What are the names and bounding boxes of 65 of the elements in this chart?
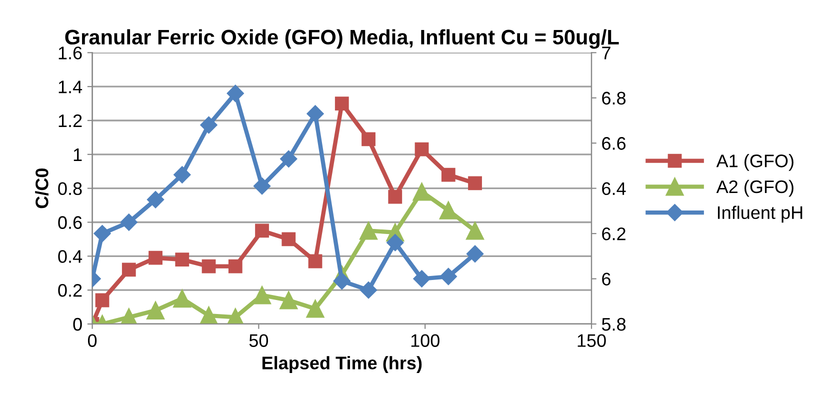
point [466,245,484,262]
y-tick-label: 1.4 [58,80,82,94]
y-axis-title: C/C0 [35,168,49,208]
point [468,176,482,190]
point [440,268,457,286]
point [306,300,324,318]
point [122,262,136,277]
point [146,301,165,320]
point [308,254,322,268]
point [202,259,216,274]
point [228,259,242,274]
point [253,178,271,195]
point [280,150,298,168]
point [280,291,298,310]
y-tick-label: 1 [74,148,82,161]
point [306,105,324,122]
point [200,116,218,134]
y2-tick-label: 6 [602,272,610,286]
legend-label: Influent pH [718,206,802,223]
point [173,290,192,308]
point [334,96,349,110]
point [226,84,244,102]
point [148,250,162,265]
y2-tick-label: 6.8 [602,92,626,105]
y-tick-label: 0.8 [58,182,82,196]
point [282,232,296,246]
point [200,306,218,324]
point [362,132,376,146]
point [466,222,484,240]
y-tick-label: 0.2 [58,284,82,297]
y-tick-label: 0.6 [58,216,82,229]
y2-tick-label: 6.2 [602,227,626,240]
point [252,286,272,304]
point [120,214,138,231]
point [94,225,111,242]
x-tick-label: 50 [249,334,268,347]
legend-label: A1 (GFO) [716,154,794,171]
legend-label: A2 (GFO) [716,180,794,197]
y2-tick-label: 6.6 [602,137,626,150]
x-tick-label: 150 [578,334,606,347]
point [359,222,378,240]
point [412,182,431,201]
y-tick-label: 0 [73,318,82,331]
point [95,293,110,308]
x-axis-title: Elapsed Time (hrs) [262,356,422,373]
point [413,270,430,288]
y-tick-label: 0.4 [58,250,82,263]
point [146,191,164,208]
x-tick-label: 0 [88,334,97,347]
y-tick-label: 1.6 [58,46,82,60]
point [255,224,269,238]
x-tick-label: 100 [411,334,440,347]
y2-tick-label: 6.4 [602,182,626,196]
point [386,234,404,252]
y-tick-label: 1.2 [58,114,82,128]
point [414,142,429,156]
point [175,252,190,266]
point [174,166,191,184]
point [360,282,378,299]
y2-tick-label: 5.8 [602,318,626,331]
point [439,201,458,220]
point [388,190,402,204]
point [333,272,350,290]
point [441,168,456,182]
y2-tick-label: 7 [602,46,610,60]
